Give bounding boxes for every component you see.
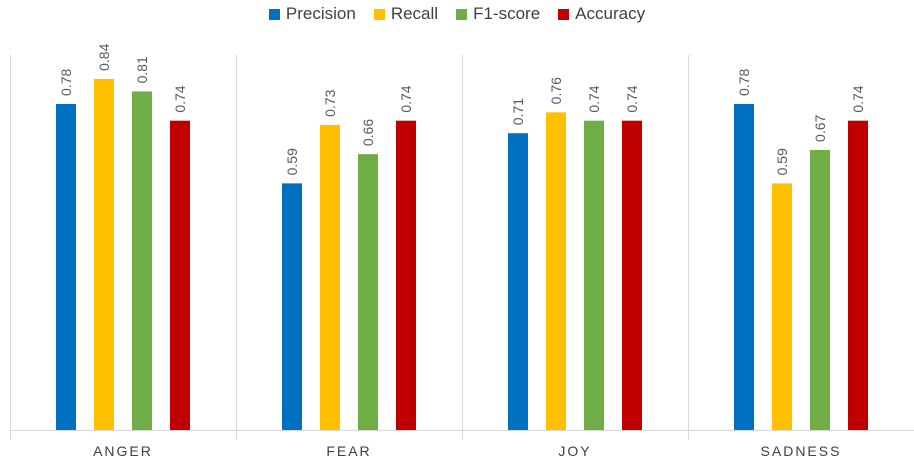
bar-precision-fear xyxy=(282,183,302,430)
data-label: 0.78 xyxy=(58,68,74,95)
legend: Precision Recall F1-score Accuracy xyxy=(0,4,914,24)
bar-accuracy-fear xyxy=(396,120,416,431)
legend-item-precision: Precision xyxy=(268,4,356,24)
x-tick-label: JOY xyxy=(558,443,591,459)
legend-swatch-recall xyxy=(373,8,385,20)
data-label: 0.74 xyxy=(398,85,414,112)
bar-recall-joy xyxy=(546,112,566,430)
data-label: 0.74 xyxy=(850,85,866,112)
bar-accuracy-joy xyxy=(622,120,642,431)
bar-precision-sadness xyxy=(734,103,754,431)
x-tick-label: SADNESS xyxy=(761,443,842,459)
bar-recall-fear xyxy=(320,124,340,431)
bar-recall-anger xyxy=(94,78,114,430)
data-label: 0.74 xyxy=(586,85,602,112)
bar-precision-anger xyxy=(56,103,76,431)
data-label: 0.74 xyxy=(172,85,188,112)
bar-f1-score-fear xyxy=(358,154,378,430)
legend-label-recall: Recall xyxy=(390,4,439,23)
data-label: 0.67 xyxy=(812,114,828,141)
bar-f1-score-joy xyxy=(584,120,604,431)
data-label: 0.81 xyxy=(134,56,150,83)
legend-swatch-precision xyxy=(268,8,280,20)
data-label: 0.76 xyxy=(548,77,564,104)
data-label: 0.59 xyxy=(774,148,790,175)
data-label: 0.66 xyxy=(360,119,376,146)
legend-item-accuracy: Accuracy xyxy=(558,4,645,24)
x-tick-label: ANGER xyxy=(93,443,153,459)
legend-swatch-f1-score xyxy=(456,8,468,20)
bar-recall-sadness xyxy=(772,183,792,430)
legend-item-recall: Recall xyxy=(373,4,439,24)
x-tick-label: FEAR xyxy=(326,443,371,459)
bar-accuracy-anger xyxy=(170,120,190,431)
legend-item-f1-score: F1-score xyxy=(456,4,540,24)
legend-label-f1-score: F1-score xyxy=(473,4,541,23)
bar-accuracy-sadness xyxy=(848,120,868,431)
data-label: 0.74 xyxy=(624,85,640,112)
bar-f1-score-sadness xyxy=(810,149,830,430)
data-label: 0.73 xyxy=(322,89,338,116)
legend-label-precision: Precision xyxy=(285,4,356,23)
data-label: 0.59 xyxy=(284,148,300,175)
data-label: 0.71 xyxy=(510,98,526,125)
legend-swatch-accuracy xyxy=(558,8,570,20)
data-label: 0.84 xyxy=(96,43,112,70)
legend-label-accuracy: Accuracy xyxy=(575,4,646,23)
data-label: 0.78 xyxy=(736,68,752,95)
bar-f1-score-anger xyxy=(132,91,152,431)
bar-precision-joy xyxy=(508,133,528,430)
